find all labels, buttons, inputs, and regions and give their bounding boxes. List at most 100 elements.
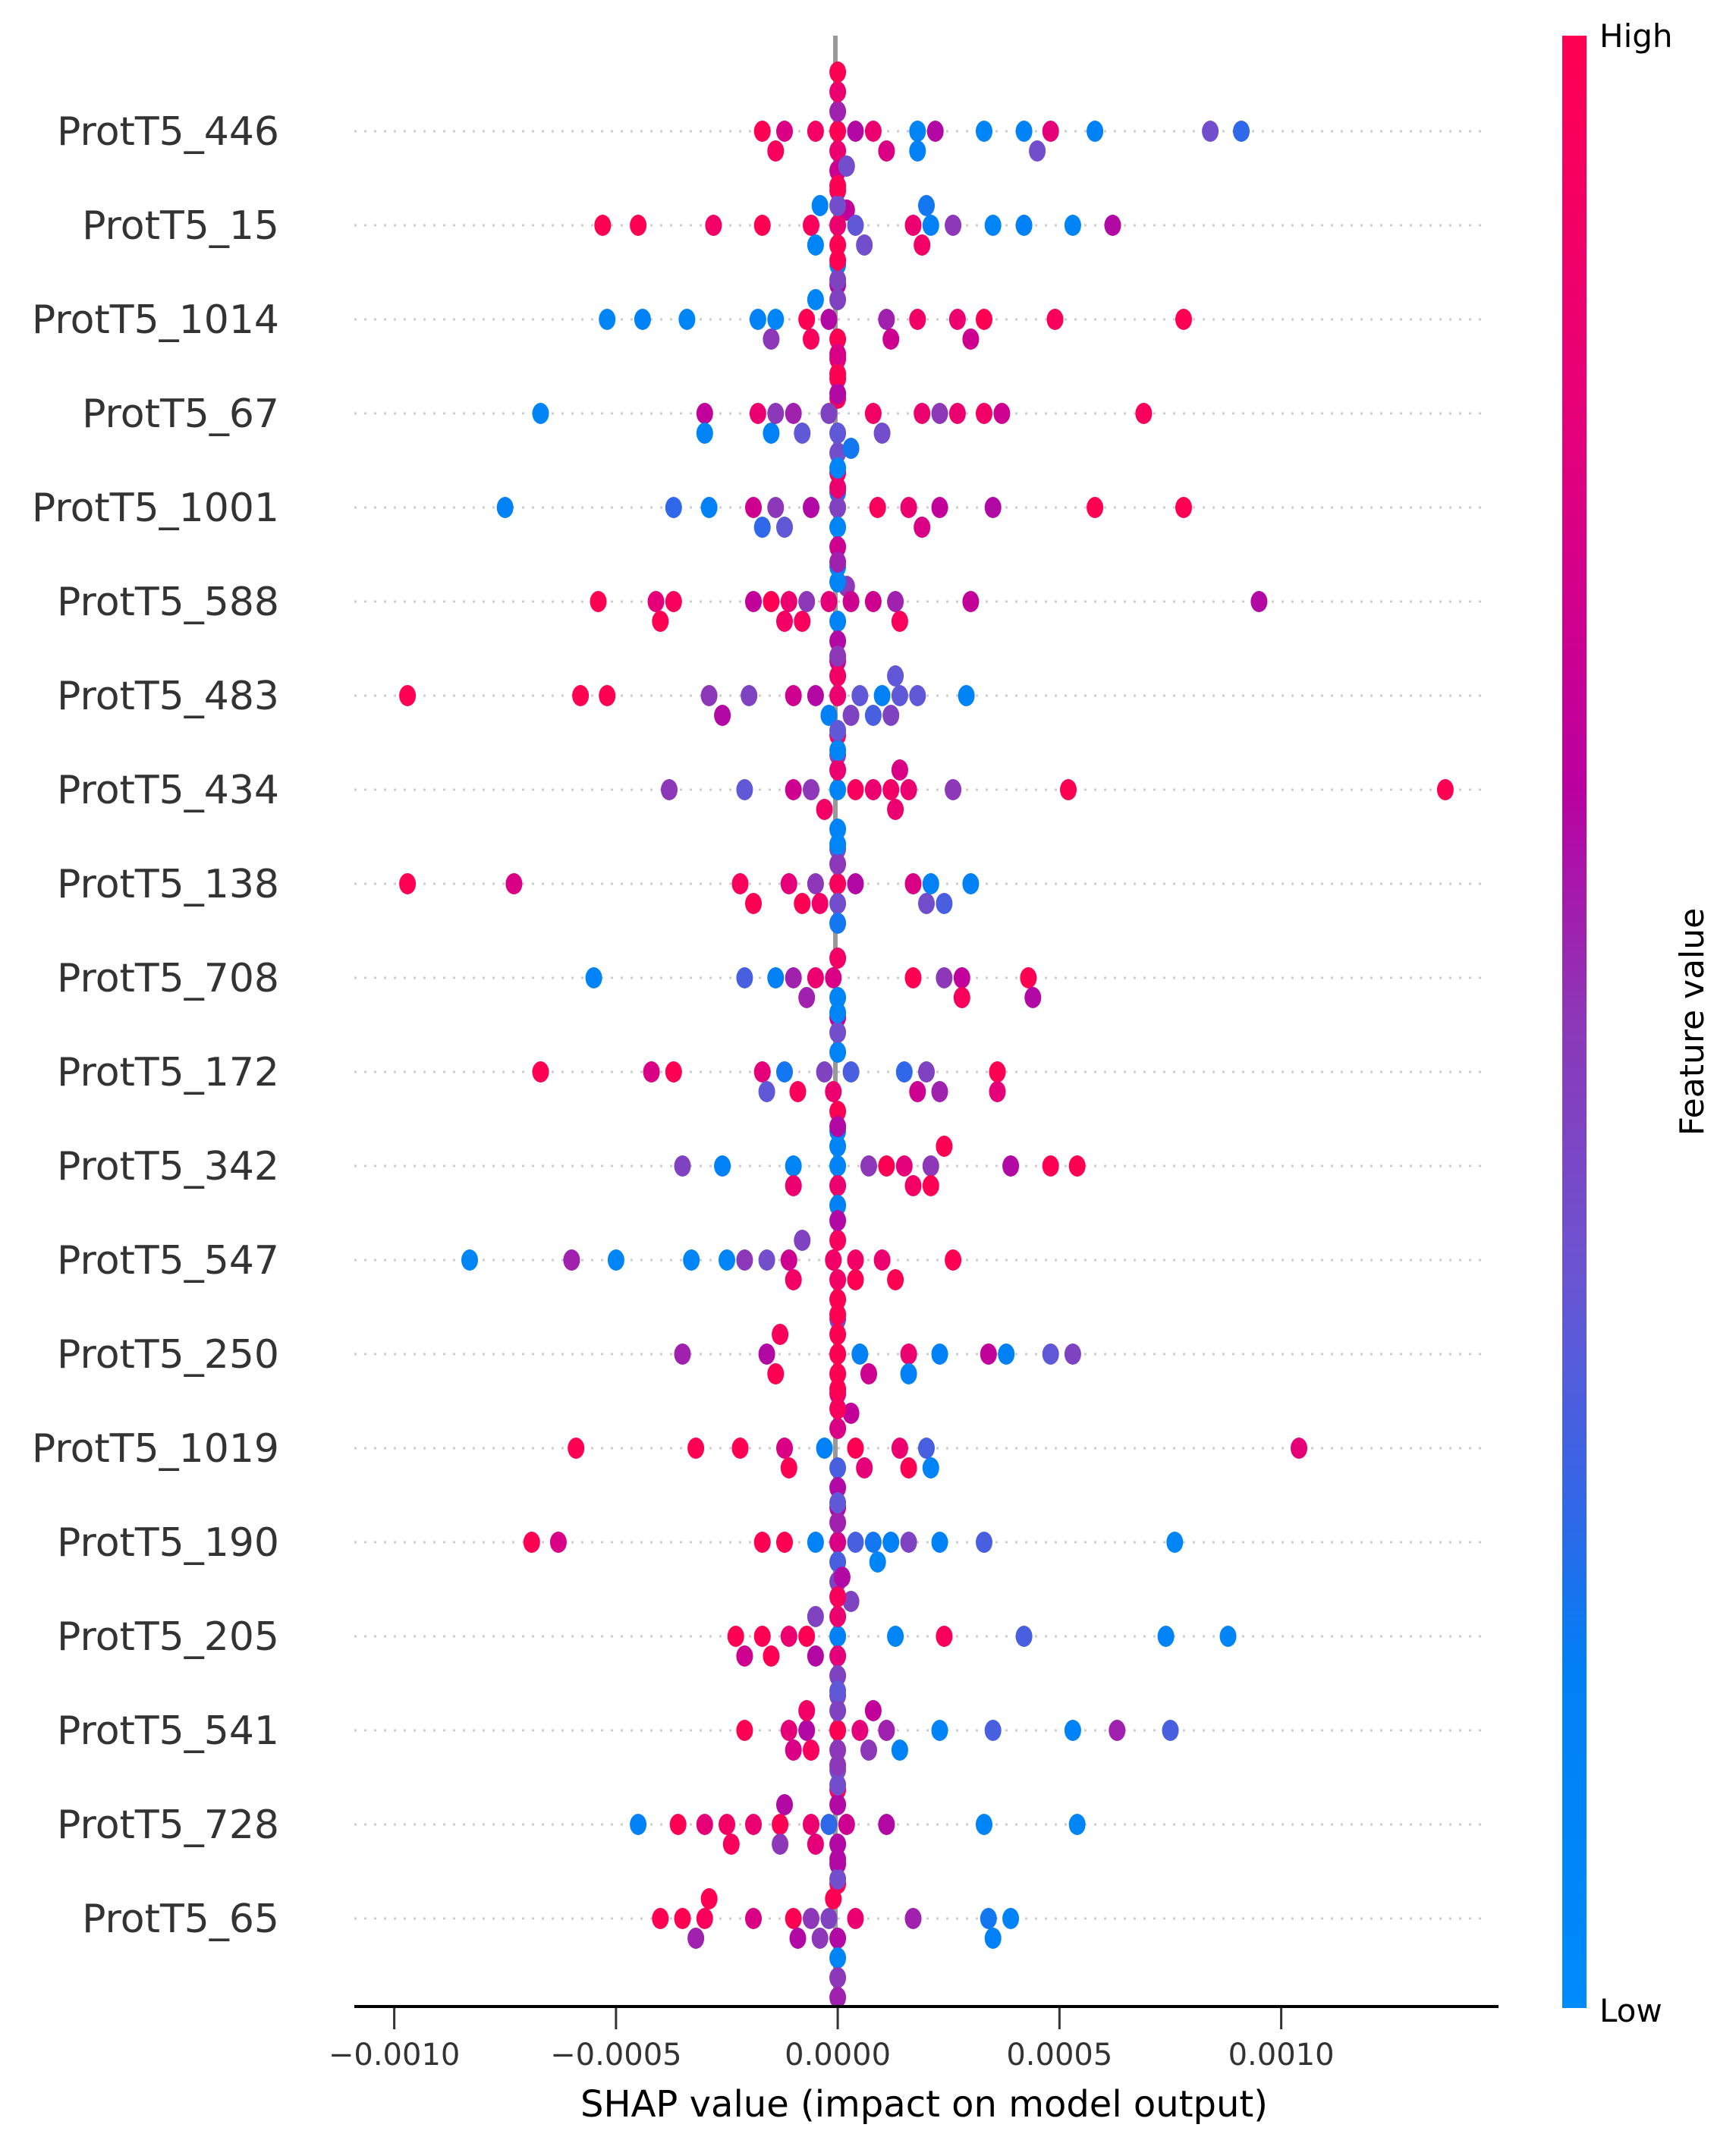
shap-point xyxy=(878,1814,895,1835)
shap-point xyxy=(829,1002,847,1023)
shap-point xyxy=(731,1438,749,1459)
shap-point xyxy=(590,591,607,612)
shap-point xyxy=(900,779,917,800)
shap-point xyxy=(869,497,886,518)
shap-point xyxy=(829,1794,847,1815)
x-axis-title: SHAP value (impact on model output) xyxy=(580,2083,1268,2126)
shap-point xyxy=(829,328,847,350)
shap-point xyxy=(599,685,616,706)
shap-point xyxy=(829,1586,847,1607)
shap-point xyxy=(847,121,864,142)
shap-point xyxy=(856,234,873,256)
shap-point xyxy=(825,967,842,988)
shap-point xyxy=(767,1363,785,1384)
shap-point xyxy=(736,967,753,988)
shap-point xyxy=(807,234,824,256)
shap-point xyxy=(825,1249,842,1271)
shap-point xyxy=(1029,140,1046,162)
feature-label: ProtT5_172 xyxy=(57,1050,279,1095)
shap-point xyxy=(873,685,891,706)
shap-point xyxy=(847,1908,864,1929)
shap-point xyxy=(785,1175,802,1196)
shap-point xyxy=(798,1626,816,1647)
shap-point xyxy=(891,1739,908,1761)
shap-point xyxy=(741,685,758,706)
feature-label: ProtT5_15 xyxy=(82,203,279,249)
shap-point xyxy=(976,1814,992,1835)
shap-point xyxy=(753,1626,771,1647)
shap-point xyxy=(647,591,665,612)
shap-point xyxy=(607,1249,624,1271)
shap-point xyxy=(820,1908,838,1929)
feature-label: ProtT5_728 xyxy=(57,1802,279,1848)
shap-point xyxy=(882,779,900,800)
shap-point xyxy=(829,1774,847,1796)
shap-point xyxy=(829,81,847,102)
shap-point xyxy=(864,779,882,800)
shap-point xyxy=(864,121,882,142)
shap-point xyxy=(847,779,864,800)
shap-point xyxy=(878,309,895,330)
shap-point xyxy=(1219,1626,1237,1647)
shap-point xyxy=(674,1343,691,1365)
shap-point xyxy=(829,779,847,800)
shap-point xyxy=(829,1363,847,1384)
shap-point xyxy=(842,705,860,726)
shap-point xyxy=(829,1210,847,1231)
shap-point xyxy=(851,1343,869,1365)
shap-point xyxy=(727,1626,744,1647)
shap-point xyxy=(829,250,847,271)
shap-point xyxy=(984,497,1002,518)
shap-point xyxy=(984,1720,1002,1741)
shap-point xyxy=(1024,987,1042,1008)
shap-point xyxy=(838,156,855,177)
x-tick-label: −0.0010 xyxy=(329,2038,460,2073)
shap-point xyxy=(829,1849,847,1870)
shap-point xyxy=(936,893,953,914)
shap-point xyxy=(829,1680,847,1702)
shap-point xyxy=(1020,967,1037,988)
shap-point xyxy=(780,1249,797,1271)
shap-point xyxy=(829,1665,847,1686)
shap-point xyxy=(776,121,793,142)
shap-point xyxy=(763,591,780,612)
shap-point xyxy=(758,1249,775,1271)
shap-point xyxy=(630,215,647,236)
shap-point xyxy=(926,121,944,142)
colorbar-title: Feature value xyxy=(1673,908,1712,1136)
shap-point xyxy=(643,1061,660,1083)
shap-point xyxy=(1250,591,1268,612)
shap-point xyxy=(922,1155,939,1177)
shap-point xyxy=(829,195,847,216)
shap-point xyxy=(745,1814,762,1835)
shap-point xyxy=(532,1061,549,1083)
shap-point xyxy=(829,1324,847,1345)
shap-point xyxy=(989,1061,1006,1083)
shap-point xyxy=(904,1908,922,1929)
shap-point xyxy=(829,571,847,592)
shap-point xyxy=(900,1363,917,1384)
shap-point xyxy=(803,1739,819,1761)
shap-point xyxy=(936,1626,953,1647)
shap-point xyxy=(780,591,797,612)
shap-point xyxy=(763,328,780,350)
shap-point xyxy=(829,1645,847,1667)
shap-point xyxy=(829,517,847,538)
shap-point xyxy=(700,497,718,518)
feature-label: ProtT5_483 xyxy=(57,674,279,719)
shap-point xyxy=(829,1868,847,1890)
shap-point xyxy=(829,442,847,464)
shap-point xyxy=(900,1532,917,1553)
shap-point xyxy=(829,1398,847,1419)
shap-point xyxy=(696,1908,713,1929)
shap-point xyxy=(780,1626,797,1647)
x-tick-label: −0.0005 xyxy=(550,2038,681,2073)
shap-point xyxy=(798,1720,816,1741)
shap-point xyxy=(829,611,847,632)
shap-point xyxy=(523,1532,540,1553)
shap-point xyxy=(847,1438,864,1459)
shap-point xyxy=(842,1061,860,1083)
shap-point xyxy=(1064,215,1081,236)
shap-point xyxy=(829,215,847,236)
shap-point xyxy=(993,403,1011,424)
